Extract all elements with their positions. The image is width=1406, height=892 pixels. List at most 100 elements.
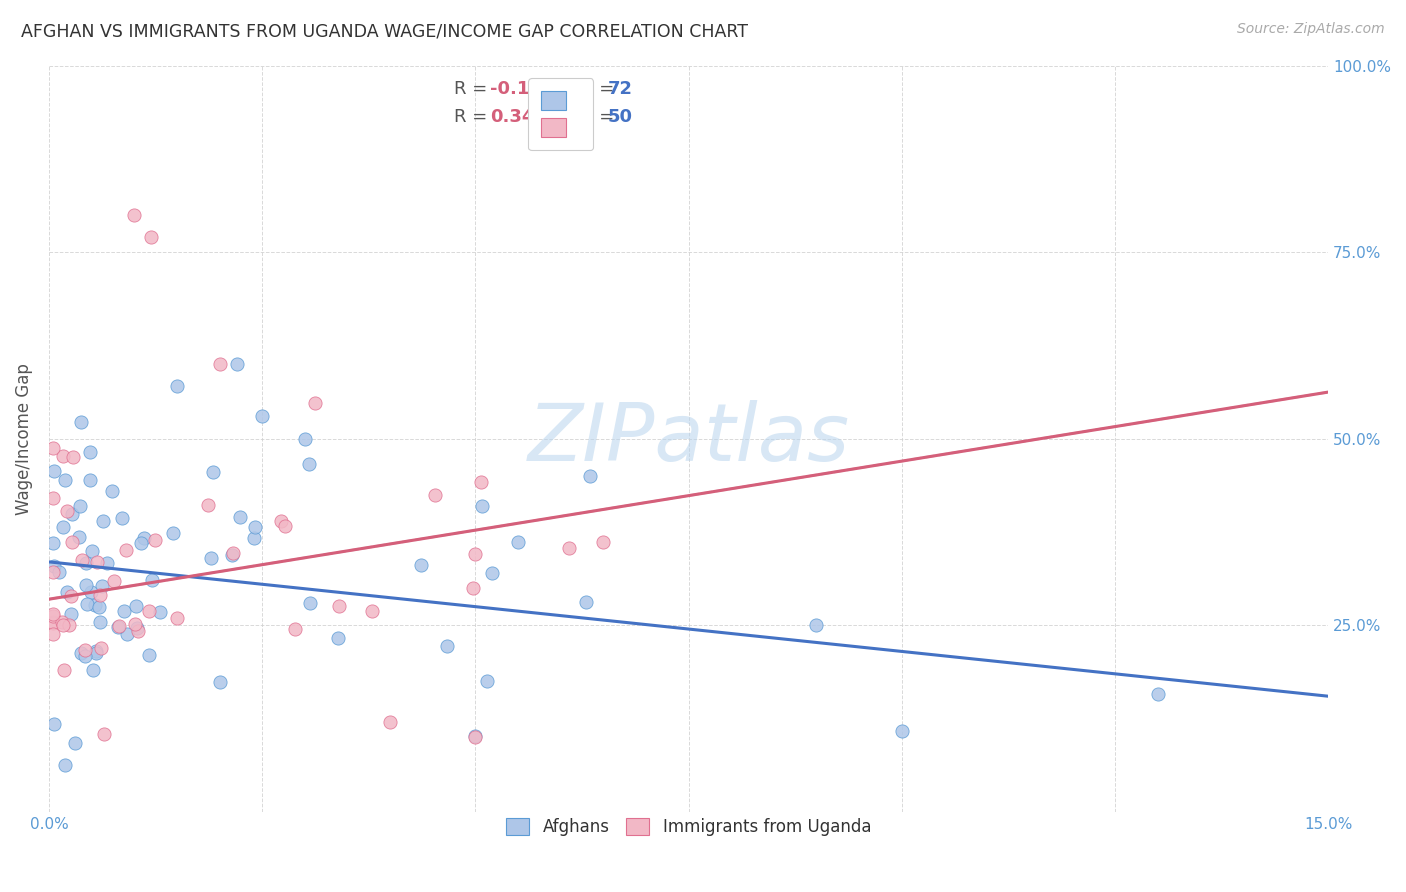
Point xyxy=(250,409,273,424)
Point xyxy=(463,582,485,596)
Point xyxy=(122,208,145,222)
Point xyxy=(79,473,101,487)
Point xyxy=(221,548,243,562)
Point xyxy=(208,357,231,371)
Point xyxy=(90,640,112,655)
Point xyxy=(115,627,138,641)
Point xyxy=(89,588,111,602)
Point xyxy=(93,727,115,741)
Point xyxy=(464,729,486,743)
Point xyxy=(69,415,91,429)
Point xyxy=(294,432,316,446)
Point xyxy=(222,546,245,560)
Point xyxy=(298,596,321,610)
Text: 50: 50 xyxy=(607,108,633,127)
Text: Source: ZipAtlas.com: Source: ZipAtlas.com xyxy=(1237,22,1385,37)
Point xyxy=(42,491,65,505)
Point xyxy=(129,536,152,550)
Point xyxy=(75,556,97,570)
Point xyxy=(361,604,384,618)
Point xyxy=(51,615,73,629)
Text: -0.191: -0.191 xyxy=(491,80,554,98)
Point xyxy=(86,555,108,569)
Point xyxy=(53,663,76,677)
Text: N =: N = xyxy=(579,80,620,98)
Point xyxy=(471,499,494,513)
Point xyxy=(60,607,83,622)
Text: R =: R = xyxy=(454,80,494,98)
Text: 0.341: 0.341 xyxy=(491,108,547,127)
Point xyxy=(436,639,458,653)
Point xyxy=(242,531,264,545)
Point xyxy=(100,483,122,498)
Point xyxy=(42,441,65,455)
Point xyxy=(107,620,129,634)
Point xyxy=(326,631,349,645)
Text: N =: N = xyxy=(579,108,620,127)
Point xyxy=(44,464,66,478)
Point xyxy=(108,619,131,633)
Point xyxy=(127,624,149,639)
Point xyxy=(63,736,86,750)
Point xyxy=(409,558,432,572)
Point xyxy=(80,544,103,558)
Y-axis label: Wage/Income Gap: Wage/Income Gap xyxy=(15,363,32,515)
Point xyxy=(464,731,486,745)
Point xyxy=(75,649,97,664)
Point xyxy=(42,627,65,641)
Point xyxy=(91,514,114,528)
Point xyxy=(89,615,111,630)
Point xyxy=(75,642,97,657)
Point xyxy=(82,663,104,677)
Point xyxy=(51,520,73,534)
Point xyxy=(69,646,91,660)
Point xyxy=(42,608,65,623)
Point xyxy=(243,520,266,534)
Point xyxy=(42,607,65,621)
Point xyxy=(481,566,503,580)
Point xyxy=(166,379,188,393)
Point xyxy=(56,504,79,518)
Point xyxy=(304,396,326,410)
Point xyxy=(80,585,103,599)
Point xyxy=(162,525,184,540)
Point xyxy=(52,618,75,632)
Point xyxy=(423,488,446,502)
Point xyxy=(592,534,614,549)
Text: R =: R = xyxy=(454,108,494,127)
Point xyxy=(197,498,219,512)
Legend: Afghans, Immigrants from Uganda: Afghans, Immigrants from Uganda xyxy=(498,810,880,845)
Point xyxy=(72,553,94,567)
Point xyxy=(60,535,83,549)
Point xyxy=(464,547,486,561)
Point xyxy=(124,617,146,632)
Point xyxy=(890,723,912,738)
Point xyxy=(56,584,79,599)
Point xyxy=(79,445,101,459)
Point xyxy=(90,580,112,594)
Point xyxy=(42,717,65,731)
Point xyxy=(60,507,83,521)
Point xyxy=(42,615,65,630)
Point xyxy=(124,599,146,613)
Point xyxy=(298,458,321,472)
Point xyxy=(138,604,160,618)
Point xyxy=(42,615,65,630)
Point xyxy=(75,578,97,592)
Point xyxy=(132,531,155,545)
Point xyxy=(138,648,160,662)
Point xyxy=(201,465,224,479)
Point xyxy=(62,450,84,465)
Point xyxy=(69,499,91,513)
Point xyxy=(575,595,598,609)
Point xyxy=(103,574,125,588)
Point xyxy=(86,644,108,658)
Point xyxy=(89,599,111,614)
Point xyxy=(84,646,107,660)
Point xyxy=(58,617,80,632)
Point xyxy=(378,715,401,730)
Point xyxy=(506,535,529,549)
Text: AFGHAN VS IMMIGRANTS FROM UGANDA WAGE/INCOME GAP CORRELATION CHART: AFGHAN VS IMMIGRANTS FROM UGANDA WAGE/IN… xyxy=(21,22,748,40)
Point xyxy=(284,622,307,636)
Point xyxy=(53,474,76,488)
